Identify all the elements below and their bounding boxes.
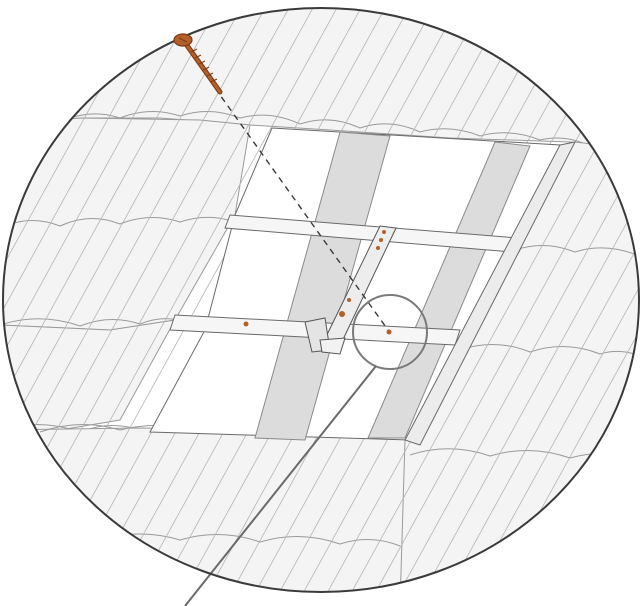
tile-groove-line [367, 8, 639, 592]
tile-groove-line [3, 8, 174, 592]
tile-groove-line [3, 8, 246, 592]
wood-screw-icon [173, 33, 223, 95]
tile-groove-line [463, 8, 639, 592]
detail-leader-line [184, 365, 377, 606]
screw-path-line [214, 87, 389, 331]
batten-screw-hole [243, 321, 249, 327]
tile-groove-line [3, 8, 150, 592]
screw-target-point [386, 329, 392, 335]
tile-groove-line [3, 8, 222, 592]
magnifier-circle-icon [352, 294, 428, 370]
tile-groove-line [3, 8, 270, 592]
tile-groove-line [439, 8, 639, 592]
tile-groove-line [3, 8, 198, 592]
tile-groove-line [415, 8, 639, 592]
roof-hook-icon [243, 225, 397, 355]
tile-groove-line [391, 8, 639, 592]
tile-groove-line [487, 8, 639, 592]
detail-lens-outline [2, 7, 640, 593]
